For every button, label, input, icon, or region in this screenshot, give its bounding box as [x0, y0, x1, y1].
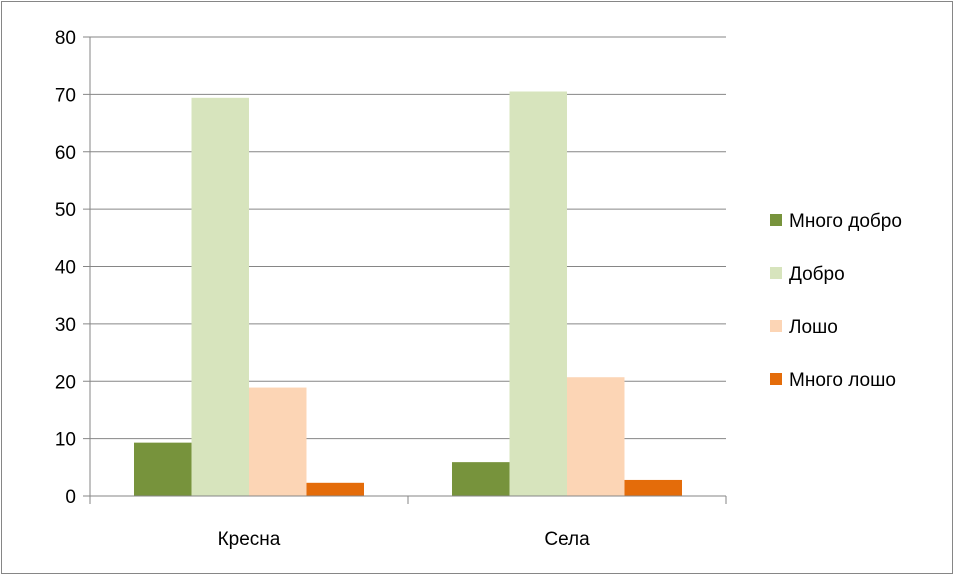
bar-0-2 [249, 387, 307, 496]
legend-swatch [770, 267, 782, 279]
legend-label: Много добро [789, 211, 902, 232]
y-tick-label: 0 [65, 487, 76, 508]
bars [134, 91, 682, 496]
bar-0-0 [134, 442, 192, 496]
y-tick-label: 60 [55, 143, 76, 164]
legend-swatch [770, 320, 782, 332]
y-tick-label: 70 [55, 85, 76, 106]
legend-swatch [770, 214, 782, 226]
y-tick-label: 30 [55, 315, 76, 336]
gridlines [83, 36, 726, 497]
y-tick-label: 50 [55, 200, 76, 221]
legend-swatch [770, 373, 782, 385]
legend: Много добро Добро Лошо Много лошо [770, 211, 902, 391]
y-tick-label: 80 [55, 28, 76, 49]
x-tick-label: Села [544, 529, 590, 550]
bar-1-1 [509, 91, 567, 496]
bar-0-1 [191, 97, 249, 496]
legend-label: Много лошо [789, 370, 896, 391]
x-axis: Кресна Села [89, 495, 727, 550]
x-tick-label: Кресна [218, 529, 281, 550]
bar-1-0 [452, 462, 510, 496]
y-axis: 0 10 20 30 40 50 60 70 80 [55, 28, 91, 508]
y-tick-label: 10 [55, 430, 76, 451]
bar-1-2 [567, 377, 625, 496]
legend-label: Лошо [789, 317, 838, 338]
bar-0-3 [306, 482, 364, 496]
y-tick-label: 20 [55, 372, 76, 393]
y-tick-label: 40 [55, 258, 76, 279]
bar-1-3 [624, 479, 682, 496]
legend-label: Добро [789, 264, 845, 285]
